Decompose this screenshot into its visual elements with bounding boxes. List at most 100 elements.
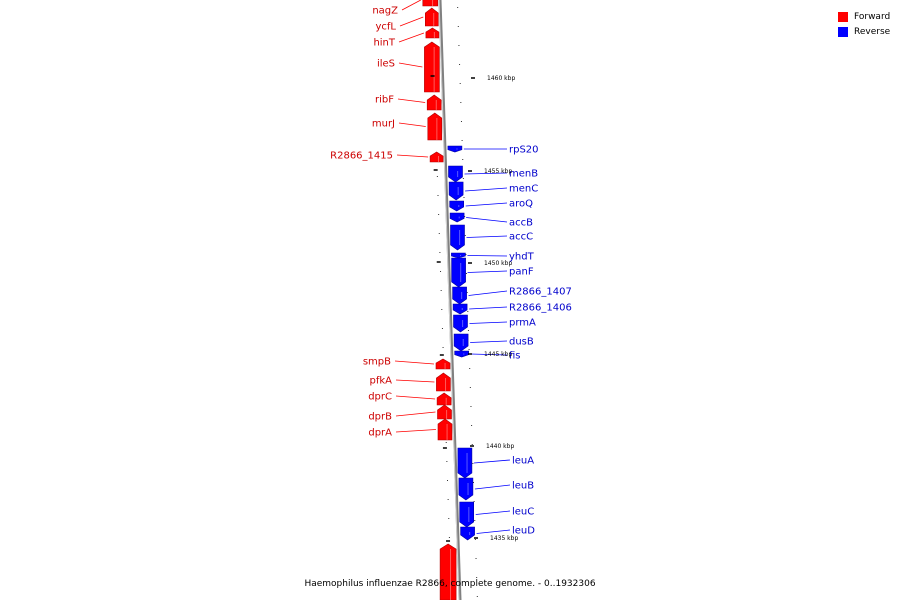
gene-arrow-hinT: [425, 27, 440, 39]
gene-arrow-accC: [450, 224, 465, 251]
minor-tick: [476, 596, 478, 597]
gene-leader-line: [395, 429, 436, 433]
gene-leader-line: [468, 290, 508, 296]
minor-tick: [469, 387, 471, 388]
legend-label-forward: Forward: [854, 11, 891, 22]
gene-label: R2866_1406: [509, 303, 572, 314]
axis-highlight: [438, 0, 460, 600]
minor-tick: [466, 273, 468, 274]
minor-tick: [448, 537, 450, 538]
gene-arrow-rpS20: [447, 145, 463, 153]
gene-label: dusB: [509, 337, 534, 348]
gene-leader-line: [399, 16, 424, 27]
minor-tick: [439, 252, 441, 253]
gene-arrow-ycfL: [424, 7, 439, 27]
gene-arrow-leuD: [460, 526, 475, 541]
minor-tick: [447, 499, 449, 500]
gene-leader-line: [467, 255, 508, 257]
gene-leader-line: [467, 270, 508, 273]
gene-arrow-dusB: [453, 333, 469, 352]
gene-label: hinT: [373, 38, 395, 49]
gene-leader-line: [398, 32, 425, 43]
gene-label: dprA: [368, 428, 392, 439]
scale-tick-label: 1455 kbp: [484, 168, 512, 175]
gene-leader-line: [466, 235, 508, 238]
gene-arrow-R2866_1407: [452, 286, 467, 305]
gene-label: nagZ: [372, 6, 398, 17]
gene-leader-line: [398, 122, 426, 127]
gene-arrow-fis: [454, 350, 470, 358]
gene-leader-line: [469, 321, 508, 324]
genome-caption: Haemophilus influenzae R2866, complete g…: [304, 579, 596, 589]
gene-label: R2866_1415: [330, 151, 393, 162]
gene-leader-line: [395, 379, 435, 383]
gene-arrow-dprB: [437, 404, 452, 420]
scale-tick-label: 1435 kbp: [490, 535, 518, 542]
gene-arrow-murJ: [427, 112, 443, 141]
gene-label: dprC: [368, 392, 392, 403]
minor-tick: [475, 558, 477, 559]
gene-labels: nagZ ycfL hinT ileS ribF murJ R2866_1415 rpS20 m…: [330, 0, 572, 537]
gene-arrow-accB: [449, 212, 465, 223]
gene-leader-line: [474, 484, 511, 490]
gene-label: pfkA: [370, 376, 393, 387]
gene-label: yhdT: [509, 252, 535, 263]
minor-tick: [476, 577, 478, 578]
minor-tick: [464, 235, 466, 236]
gene-leader-line: [475, 510, 511, 515]
legend-item-forward: Forward: [838, 9, 890, 24]
gene-leader-line: [394, 360, 434, 365]
minor-tick: [462, 159, 464, 160]
minor-tick: [457, 7, 459, 8]
gene-label: smpB: [363, 357, 391, 368]
minor-tick: [470, 406, 472, 407]
gene-arrow-leuA: [457, 447, 473, 479]
minor-tick: [437, 195, 439, 196]
gene-leader-line: [470, 353, 508, 356]
minor-tick: [462, 178, 464, 179]
gene-label: menC: [509, 184, 538, 195]
gene-label: leuB: [512, 481, 534, 492]
minor-tick: [472, 463, 474, 464]
minor-tick: [459, 83, 461, 84]
gene-leader-line: [476, 529, 511, 534]
minor-tick: [446, 461, 448, 462]
gene-leader-line: [473, 459, 511, 464]
gene-label: rpS20: [509, 145, 539, 156]
gene-arrow-unlabelled: [439, 543, 457, 600]
gene-arrow-leuB: [458, 477, 474, 501]
gene-arrow-yhdT: [451, 252, 466, 259]
minor-tick: [467, 311, 469, 312]
gene-arrow-menC: [448, 181, 464, 201]
gene-label: leuC: [512, 507, 534, 518]
minor-tick: [468, 349, 470, 350]
minor-tick: [438, 214, 440, 215]
gene-arrow-dprA: [437, 418, 453, 441]
minor-tick: [460, 121, 462, 122]
minor-tick: [474, 539, 476, 540]
minor-tick: [445, 442, 447, 443]
minor-tick: [436, 176, 438, 177]
gene-arrow-R2866_1406: [452, 303, 468, 315]
minor-tick: [461, 140, 463, 141]
gene-label: ileS: [377, 59, 395, 70]
minor-tick: [473, 501, 475, 502]
scale-tick-label: 1440 kbp: [486, 443, 514, 450]
gene-leader-line: [397, 98, 426, 103]
minor-tick: [465, 254, 467, 255]
minor-tick: [448, 518, 450, 519]
gene-label: panF: [509, 267, 534, 278]
gene-arrow-pfkA: [436, 372, 451, 392]
gene-label: menB: [509, 169, 538, 180]
minor-tick: [440, 290, 442, 291]
gene-label: murJ: [372, 119, 395, 130]
gene-label: ycfL: [375, 22, 396, 33]
minor-tick: [441, 328, 443, 329]
gene-leader-line: [464, 172, 508, 175]
gene-arrow-prmA: [453, 314, 468, 333]
gene-label: aroQ: [509, 199, 533, 210]
gene-leader-line: [401, 0, 421, 11]
minor-tick: [457, 26, 459, 27]
gene-leader-line: [466, 217, 508, 223]
